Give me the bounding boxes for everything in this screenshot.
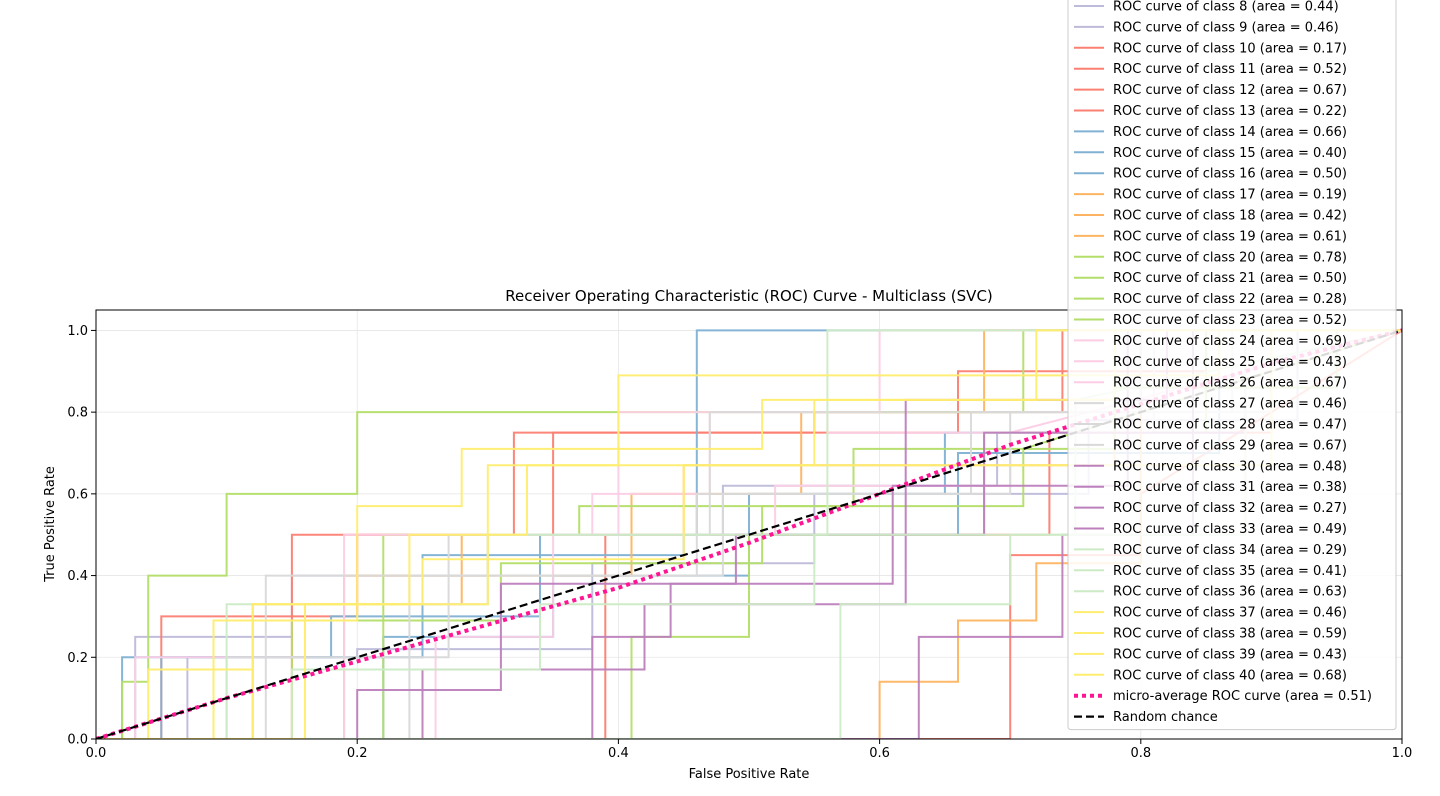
- y-tick-label: 0.8: [67, 406, 88, 421]
- x-tick-label: 0.6: [869, 746, 890, 761]
- legend-entry: ROC curve of class 39 (area = 0.43): [1113, 647, 1347, 662]
- legend-entry: ROC curve of class 31 (area = 0.38): [1113, 480, 1347, 495]
- legend-box: [1067, 0, 1397, 731]
- legend-entry: ROC curve of class 10 (area = 0.17): [1113, 41, 1347, 56]
- legend-entry: ROC curve of class 12 (area = 0.67): [1113, 83, 1347, 98]
- y-tick-label: 0.4: [67, 569, 88, 584]
- x-tick-label: 0.4: [608, 746, 629, 761]
- y-tick-label: 0.6: [67, 487, 88, 502]
- y-tick-label: 0.0: [67, 733, 88, 748]
- legend-entry: ROC curve of class 23 (area = 0.52): [1113, 313, 1347, 328]
- legend-entry: ROC curve of class 40 (area = 0.68): [1113, 668, 1347, 683]
- legend-entry: ROC curve of class 38 (area = 0.59): [1113, 627, 1347, 642]
- legend-entry: ROC curve of class 26 (area = 0.67): [1113, 376, 1347, 391]
- chart-title: Receiver Operating Characteristic (ROC) …: [505, 287, 993, 305]
- x-tick-label: 0.8: [1130, 746, 1151, 761]
- x-axis-label: False Positive Rate: [689, 767, 810, 782]
- legend-entry: ROC curve of class 20 (area = 0.78): [1113, 250, 1347, 265]
- x-tick-label: 1.0: [1392, 746, 1413, 761]
- legend-entry: ROC curve of class 15 (area = 0.40): [1113, 146, 1347, 161]
- legend-entry: ROC curve of class 17 (area = 0.19): [1113, 188, 1347, 203]
- legend-entry: ROC curve of class 22 (area = 0.28): [1113, 292, 1347, 307]
- y-tick-label: 0.2: [67, 651, 88, 666]
- series-line-30: [96, 329, 1402, 739]
- legend-entry: ROC curve of class 36 (area = 0.63): [1113, 585, 1347, 600]
- axis-ticks: 0.0 0.2 0.4 0.6 0.8 1.0 0.0 0.2 0.4 0.6 0.8 1.0: [67, 324, 1412, 761]
- x-tick-label: 0.2: [347, 746, 368, 761]
- legend-entry: ROC curve of class 35 (area = 0.41): [1113, 564, 1347, 579]
- legend-entry: ROC curve of class 11 (area = 0.52): [1113, 62, 1347, 77]
- series-line-4: [96, 329, 1402, 739]
- legend-entry: ROC curve of class 13 (area = 0.22): [1113, 104, 1347, 119]
- series-line-29: [96, 329, 1402, 739]
- legend-entry: ROC curve of class 18 (area = 0.42): [1113, 209, 1347, 224]
- y-tick-label: 1.0: [67, 324, 88, 339]
- legend-entry: ROC curve of class 28 (area = 0.47): [1113, 418, 1347, 433]
- series-line-33: [96, 328, 1402, 739]
- legend-entry: ROC curve of class 30 (area = 0.48): [1113, 459, 1347, 474]
- y-axis-label: True Positive Rate: [43, 466, 58, 583]
- legend-entry: Random chance: [1113, 710, 1218, 725]
- legend: ROC curve of class 8 (area = 0.44) ROC cu…: [1067, 0, 1397, 731]
- legend-entry: ROC curve of class 27 (area = 0.46): [1113, 397, 1347, 412]
- legend-entry: ROC curve of class 19 (area = 0.61): [1113, 229, 1347, 244]
- legend-entry: ROC curve of class 29 (area = 0.67): [1113, 438, 1347, 453]
- plot-frame: [95, 309, 1403, 740]
- legend-entry: ROC curve of class 9 (area = 0.46): [1113, 20, 1339, 35]
- x-tick-label: 0.0: [86, 746, 107, 761]
- legend-entry: ROC curve of class 16 (area = 0.50): [1113, 167, 1347, 182]
- legend-entry: ROC curve of class 21 (area = 0.50): [1113, 271, 1347, 286]
- legend-entry: ROC curve of class 24 (area = 0.69): [1113, 334, 1347, 349]
- legend-entry: ROC curve of class 37 (area = 0.46): [1113, 606, 1347, 621]
- legend-entry: micro-average ROC curve (area = 0.51): [1113, 689, 1372, 704]
- legend-entry: ROC curve of class 8 (area = 0.44): [1113, 0, 1339, 15]
- legend-entry: ROC curve of class 25 (area = 0.43): [1113, 355, 1347, 370]
- legend-entry: ROC curve of class 32 (area = 0.27): [1113, 501, 1347, 516]
- legend-entry: ROC curve of class 34 (area = 0.29): [1113, 543, 1347, 558]
- legend-entry: ROC curve of class 33 (area = 0.49): [1113, 522, 1347, 537]
- legend-entry: ROC curve of class 14 (area = 0.66): [1113, 125, 1347, 140]
